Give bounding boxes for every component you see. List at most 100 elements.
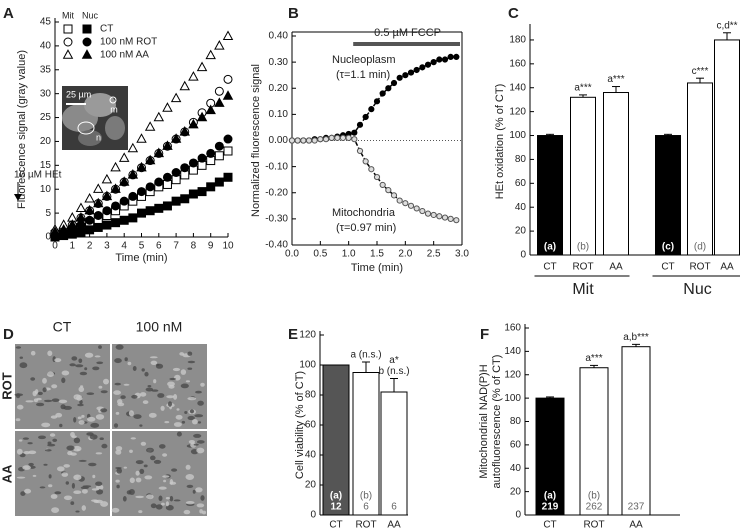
micrograph-cell	[96, 489, 104, 495]
data-point	[137, 208, 146, 218]
y-tick-label: 120	[509, 106, 526, 117]
micrograph-cell	[192, 489, 196, 494]
data-point	[171, 168, 181, 177]
annotation: 10 µM HEt	[14, 170, 62, 181]
micrograph-cell	[71, 356, 78, 361]
micrograph-cell	[175, 414, 183, 420]
y-tick-label: 100	[509, 130, 526, 141]
data-point	[67, 219, 78, 229]
y-tick-label: 80	[510, 416, 522, 427]
data-point	[413, 66, 420, 74]
y-axis-label: autofluorescence (% of CT)	[491, 355, 503, 489]
data-point	[419, 207, 426, 215]
micrograph-cell	[195, 487, 203, 493]
data-point	[145, 206, 155, 216]
micrograph-cell	[19, 356, 23, 359]
x-tick-label: ROT	[572, 262, 593, 273]
data-point	[351, 136, 358, 143]
bar	[537, 135, 563, 256]
data-point	[127, 142, 139, 153]
micrograph-cell	[168, 384, 175, 389]
micrograph-cell	[47, 350, 53, 357]
data-point	[373, 98, 381, 105]
y-tick-label: 80	[305, 390, 317, 401]
micrograph-cell	[44, 399, 53, 403]
micrograph-cell	[124, 357, 128, 362]
bar-inner-label: (a)	[544, 242, 556, 253]
y-tick-label: 5	[45, 208, 51, 219]
micrograph-cell	[194, 414, 204, 418]
inset-cell	[105, 116, 125, 140]
x-tick-label: ROT	[355, 520, 376, 531]
micrograph-cell	[140, 441, 147, 446]
data-point	[119, 196, 129, 206]
micrograph-cell	[50, 494, 58, 499]
x-tick-label: 5	[139, 241, 145, 252]
data-point	[128, 213, 138, 223]
treatment-label: 0.5 µM FCCP	[374, 27, 441, 39]
micrograph-cell	[79, 399, 83, 405]
x-tick-label: 1.0	[342, 249, 356, 260]
bar	[322, 364, 350, 516]
micrograph-cell	[180, 383, 189, 389]
micrograph-cell	[115, 344, 124, 350]
data-point	[154, 177, 164, 187]
micrograph-cell	[200, 495, 205, 501]
micrograph-cell	[61, 472, 69, 477]
y-tick-label: -0.10	[265, 161, 288, 172]
bar	[603, 92, 629, 256]
micrograph-cell	[171, 468, 178, 472]
micrograph-cell	[22, 465, 31, 470]
data-point	[58, 223, 69, 234]
micrograph-cell	[78, 386, 85, 392]
bar-inner-label: (d)	[694, 242, 706, 253]
micrograph-cell	[28, 462, 34, 467]
micrograph-cell	[30, 350, 36, 356]
micrograph-cell	[176, 431, 182, 437]
y-tick-label: 0.30	[269, 57, 289, 68]
data-point	[362, 158, 369, 165]
y-tick-label: 25	[40, 112, 52, 123]
bar	[535, 397, 565, 516]
data-point	[162, 172, 172, 182]
data-point	[396, 197, 403, 204]
x-tick-label: 2.5	[427, 249, 441, 260]
x-tick-label: 10	[222, 241, 234, 252]
micrograph-cell	[116, 467, 122, 474]
micrograph-cell	[71, 435, 77, 439]
y-tick-label: -0.30	[265, 214, 288, 225]
data-point	[145, 182, 155, 192]
y-tick-label: 30	[40, 88, 52, 99]
x-tick-label: AA	[387, 520, 401, 531]
micrograph-cell	[116, 484, 120, 489]
data-point	[407, 202, 415, 209]
micrograph	[15, 344, 110, 429]
micrograph-cell	[95, 481, 103, 487]
legend-marker	[63, 24, 73, 34]
legend-marker	[63, 37, 73, 47]
data-point	[93, 197, 104, 208]
y-tick-label: 100	[299, 360, 316, 371]
micrograph-cell	[86, 432, 94, 436]
data-point	[206, 148, 216, 158]
data-point	[101, 190, 113, 201]
y-tick-label: 140	[504, 346, 521, 357]
data-point	[180, 163, 190, 173]
y-tick-label: -0.20	[265, 187, 288, 198]
y-tick-label: 140	[509, 82, 526, 93]
significance-label: c***	[692, 66, 709, 77]
x-tick-label: CT	[543, 262, 556, 273]
micrograph-cell	[79, 371, 88, 376]
data-point	[356, 121, 364, 128]
micrograph-cell	[179, 352, 185, 356]
micrograph-cell	[147, 385, 152, 388]
y-tick-label: 0.10	[269, 109, 289, 120]
data-point	[93, 183, 104, 193]
data-point	[118, 176, 130, 186]
micrograph-cell	[151, 389, 159, 392]
micrograph-cell	[162, 475, 170, 478]
micrograph-cell	[111, 507, 120, 513]
micrograph-cell	[71, 482, 75, 489]
x-tick-label: 7	[173, 241, 179, 252]
micrograph-cell	[98, 385, 103, 389]
